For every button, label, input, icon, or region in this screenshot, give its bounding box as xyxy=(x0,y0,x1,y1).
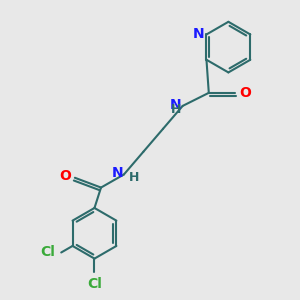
Text: N: N xyxy=(193,27,205,40)
Text: O: O xyxy=(239,85,251,100)
Text: Cl: Cl xyxy=(87,277,102,291)
Text: Cl: Cl xyxy=(40,245,55,260)
Text: H: H xyxy=(129,171,139,184)
Text: H: H xyxy=(171,103,181,116)
Text: N: N xyxy=(112,166,124,180)
Text: O: O xyxy=(59,169,71,183)
Text: N: N xyxy=(169,98,181,112)
